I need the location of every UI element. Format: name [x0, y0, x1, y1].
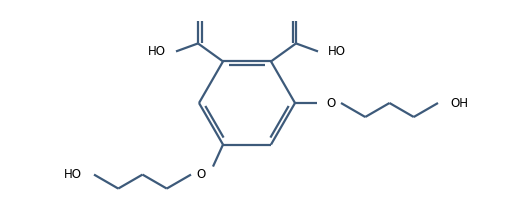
Text: HO: HO: [328, 45, 346, 58]
Text: O: O: [326, 97, 336, 110]
Text: O: O: [196, 168, 206, 181]
Text: HO: HO: [148, 45, 166, 58]
Text: HO: HO: [64, 168, 82, 181]
Text: OH: OH: [450, 97, 468, 110]
